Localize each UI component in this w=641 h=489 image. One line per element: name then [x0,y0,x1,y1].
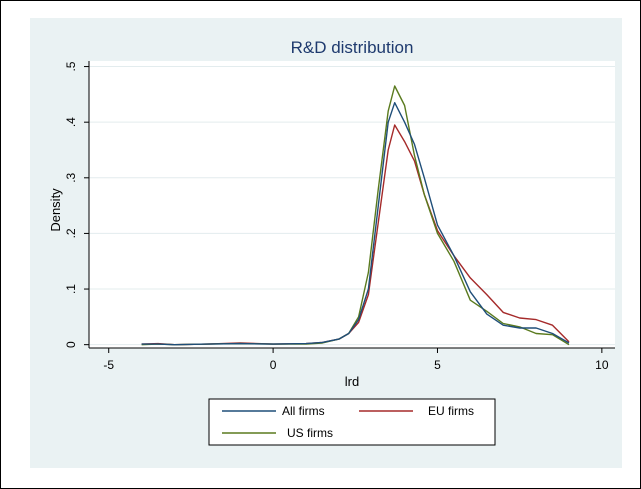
y-tick-label: .3 [64,172,78,182]
legend: All firms EU firms US firms [208,398,496,446]
y-tick-label: .4 [64,117,78,127]
series-line-all-firms [141,101,570,346]
chart-title: R&D distribution [291,38,414,57]
y-tick-label: .1 [64,284,78,294]
y-tick-label: .2 [64,228,78,238]
y-tick-label: 0 [64,341,78,348]
legend-box [208,398,496,446]
y-axis-label: Density [48,188,63,232]
x-tick-label: 0 [270,358,277,372]
plot-area [89,61,615,348]
x-tick-label: -5 [103,358,114,372]
y-tick-label: .5 [64,61,78,71]
grid [89,66,615,346]
legend-label-all-firms: All firms [282,404,325,418]
x-axis-label: lrd [345,374,359,389]
legend-label-us-firms: US firms [287,426,333,440]
x-tick-label: 5 [434,358,441,372]
series-layer [141,85,570,346]
x-tick-label: 10 [595,358,609,372]
axes: 0 .1 .2 .3 .4 .5 -5 0 5 10 [64,61,615,372]
legend-label-eu-firms: EU firms [428,404,474,418]
